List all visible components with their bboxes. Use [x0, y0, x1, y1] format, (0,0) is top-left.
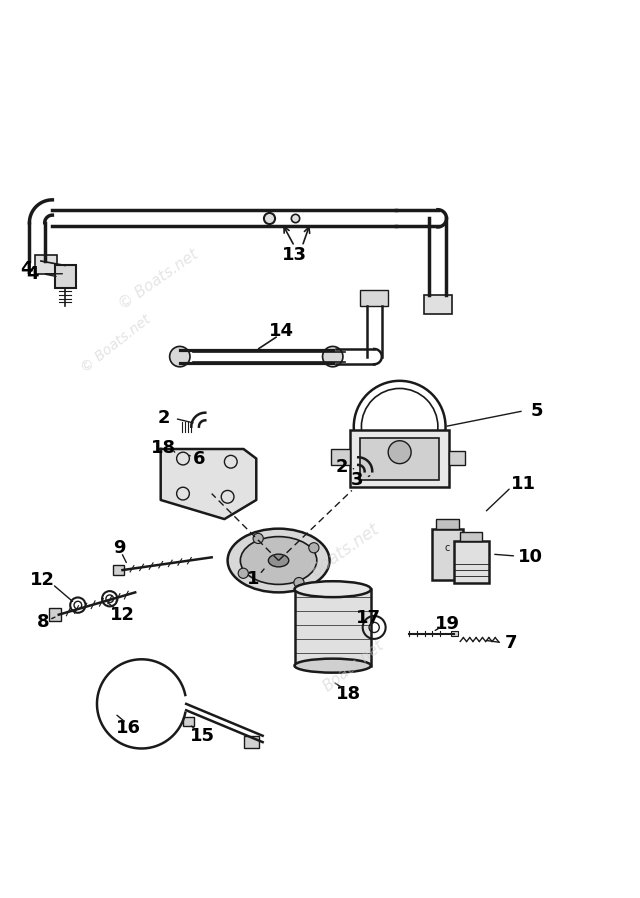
Text: 9: 9	[113, 539, 125, 557]
Bar	[454, 541, 489, 583]
Bar	[244, 735, 259, 749]
Bar	[424, 295, 452, 314]
Text: c: c	[445, 542, 450, 553]
Circle shape	[388, 441, 411, 463]
Text: 3: 3	[351, 471, 364, 489]
Text: 18: 18	[151, 439, 177, 457]
Text: Boats.net: Boats.net	[307, 520, 383, 580]
Text: Boats.net: Boats.net	[320, 638, 387, 694]
Text: 10: 10	[518, 549, 543, 567]
Ellipse shape	[294, 658, 371, 673]
Text: 4: 4	[20, 260, 33, 277]
Bar	[35, 255, 58, 274]
Bar	[451, 631, 458, 637]
Circle shape	[170, 347, 190, 366]
Ellipse shape	[268, 554, 289, 567]
Text: 11: 11	[511, 475, 536, 493]
Bar	[294, 589, 371, 665]
Circle shape	[323, 347, 343, 366]
Circle shape	[238, 568, 248, 578]
Bar	[183, 717, 195, 726]
Text: 7: 7	[505, 634, 517, 652]
Text: 14: 14	[269, 322, 294, 340]
Text: 4: 4	[26, 265, 38, 283]
Ellipse shape	[294, 581, 371, 597]
Bar	[55, 266, 76, 288]
Text: 12: 12	[30, 570, 55, 588]
Text: 8: 8	[36, 613, 49, 631]
Text: 18: 18	[336, 685, 361, 703]
Circle shape	[294, 577, 304, 587]
Text: 12: 12	[110, 605, 135, 624]
Ellipse shape	[228, 529, 330, 593]
Text: © Boats.net: © Boats.net	[116, 246, 201, 312]
Circle shape	[309, 542, 319, 553]
Bar	[460, 532, 483, 541]
Text: 15: 15	[189, 726, 214, 744]
Ellipse shape	[241, 537, 317, 585]
Bar	[350, 430, 449, 488]
Text: 1: 1	[247, 570, 259, 588]
Text: 19: 19	[435, 615, 460, 633]
Text: 5: 5	[531, 401, 543, 419]
Text: 2: 2	[336, 458, 349, 476]
Text: 16: 16	[116, 719, 141, 737]
Bar	[360, 290, 388, 305]
Bar	[360, 437, 439, 480]
Text: 2: 2	[157, 409, 170, 427]
Bar	[431, 529, 463, 579]
Text: © Boats.net: © Boats.net	[78, 313, 153, 375]
Text: 13: 13	[282, 246, 307, 264]
Text: 17: 17	[356, 609, 381, 627]
Circle shape	[253, 533, 263, 543]
Polygon shape	[161, 449, 256, 519]
Text: 6: 6	[193, 450, 205, 468]
Bar	[449, 451, 465, 465]
Bar	[49, 608, 61, 621]
Bar	[436, 519, 459, 529]
Bar	[113, 565, 124, 576]
Bar	[331, 449, 350, 465]
